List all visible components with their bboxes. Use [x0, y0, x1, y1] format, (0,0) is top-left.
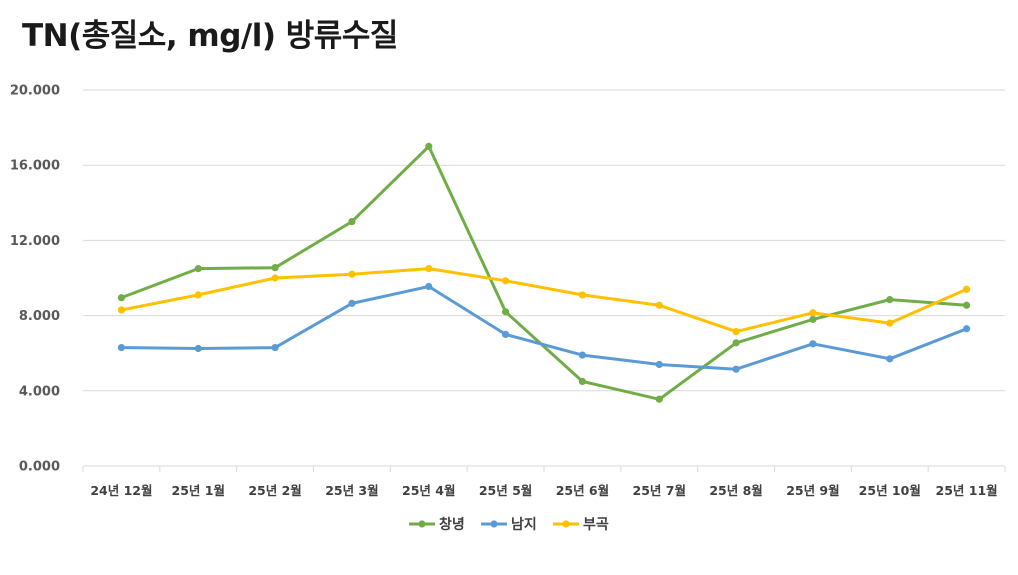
data-point	[732, 365, 740, 373]
data-point	[732, 339, 740, 347]
series-2	[117, 282, 971, 373]
y-tick-label: 20.000	[10, 84, 60, 99]
legend-label: 창녕	[439, 516, 465, 533]
legend-item: 남지	[481, 516, 537, 533]
data-point	[117, 294, 126, 302]
legend-item: 부곡	[553, 517, 609, 533]
y-tick-label: 12.000	[10, 234, 60, 249]
data-point	[578, 291, 587, 299]
data-point	[578, 377, 587, 385]
legend-item: 창녕	[409, 516, 465, 533]
data-point	[194, 344, 202, 353]
y-tick-label: 0.000	[19, 460, 60, 475]
data-point	[886, 296, 894, 304]
data-point	[194, 265, 202, 273]
y-tick-label: 4.000	[19, 384, 60, 399]
data-point	[886, 355, 894, 363]
data-point	[809, 340, 817, 348]
series-group	[117, 142, 971, 403]
data-point	[425, 265, 433, 273]
data-point	[809, 309, 817, 317]
x-tick-label: 25년 7월	[633, 483, 686, 498]
x-tick-label: 25년 9월	[786, 483, 839, 498]
data-point	[962, 301, 971, 309]
data-point	[194, 291, 202, 299]
x-axis: 24년 12월 25년 1월 25년 2월 25년 3월 25년 4월 25년 5월 25년…	[82, 465, 1006, 498]
series-3	[117, 265, 971, 336]
series-1	[117, 142, 971, 403]
series-line	[119, 285, 969, 371]
data-point	[732, 327, 740, 336]
data-point	[655, 395, 663, 403]
data-point	[655, 301, 663, 309]
x-tick-label: 25년 11월	[936, 483, 998, 498]
x-tick-label: 25년 10월	[859, 483, 921, 498]
x-tick-label: 25년 2월	[248, 483, 301, 498]
data-point	[501, 330, 510, 338]
legend-label: 부곡	[583, 517, 609, 533]
x-tick-label: 25년 6월	[556, 483, 609, 498]
data-point	[348, 299, 356, 307]
data-point	[501, 277, 510, 285]
data-point	[578, 351, 587, 359]
x-tick-label: 25년 3월	[325, 483, 378, 498]
y-tick-label: 16.000	[10, 159, 60, 174]
x-tick-label: 25년 4월	[402, 483, 455, 498]
data-point	[425, 282, 433, 291]
x-tick-label: 25년 5월	[479, 483, 532, 498]
data-point	[962, 325, 971, 333]
series-line	[119, 267, 969, 334]
chart-title: TN(총질소, mg/l) 방류수질	[22, 18, 398, 54]
x-tick-label: 24년 12월	[90, 483, 152, 498]
legend: 창녕 남지 부곡	[409, 516, 609, 533]
data-point	[809, 315, 817, 323]
legend-swatch-marker	[562, 520, 570, 528]
data-point	[886, 319, 894, 327]
data-point	[348, 218, 356, 226]
data-point	[655, 360, 663, 369]
data-point	[501, 308, 510, 316]
data-point	[117, 306, 126, 314]
gridlines	[83, 89, 1005, 392]
data-point	[271, 274, 279, 282]
y-axis: 0.000 4.000 8.000 12.000 16.000 20.000	[10, 84, 60, 475]
x-tick-label: 25년 1월	[172, 483, 225, 498]
y-tick-label: 8.000	[19, 309, 60, 324]
legend-swatch-marker	[490, 520, 498, 528]
data-point	[117, 343, 126, 352]
series-line	[119, 144, 969, 401]
legend-label: 남지	[511, 516, 537, 533]
data-point	[271, 343, 279, 352]
data-point	[348, 270, 356, 278]
x-tick-label: 25년 8월	[709, 483, 762, 498]
legend-swatch-marker	[418, 520, 426, 528]
data-point	[271, 264, 279, 272]
data-point	[962, 285, 971, 293]
data-point	[425, 142, 433, 150]
